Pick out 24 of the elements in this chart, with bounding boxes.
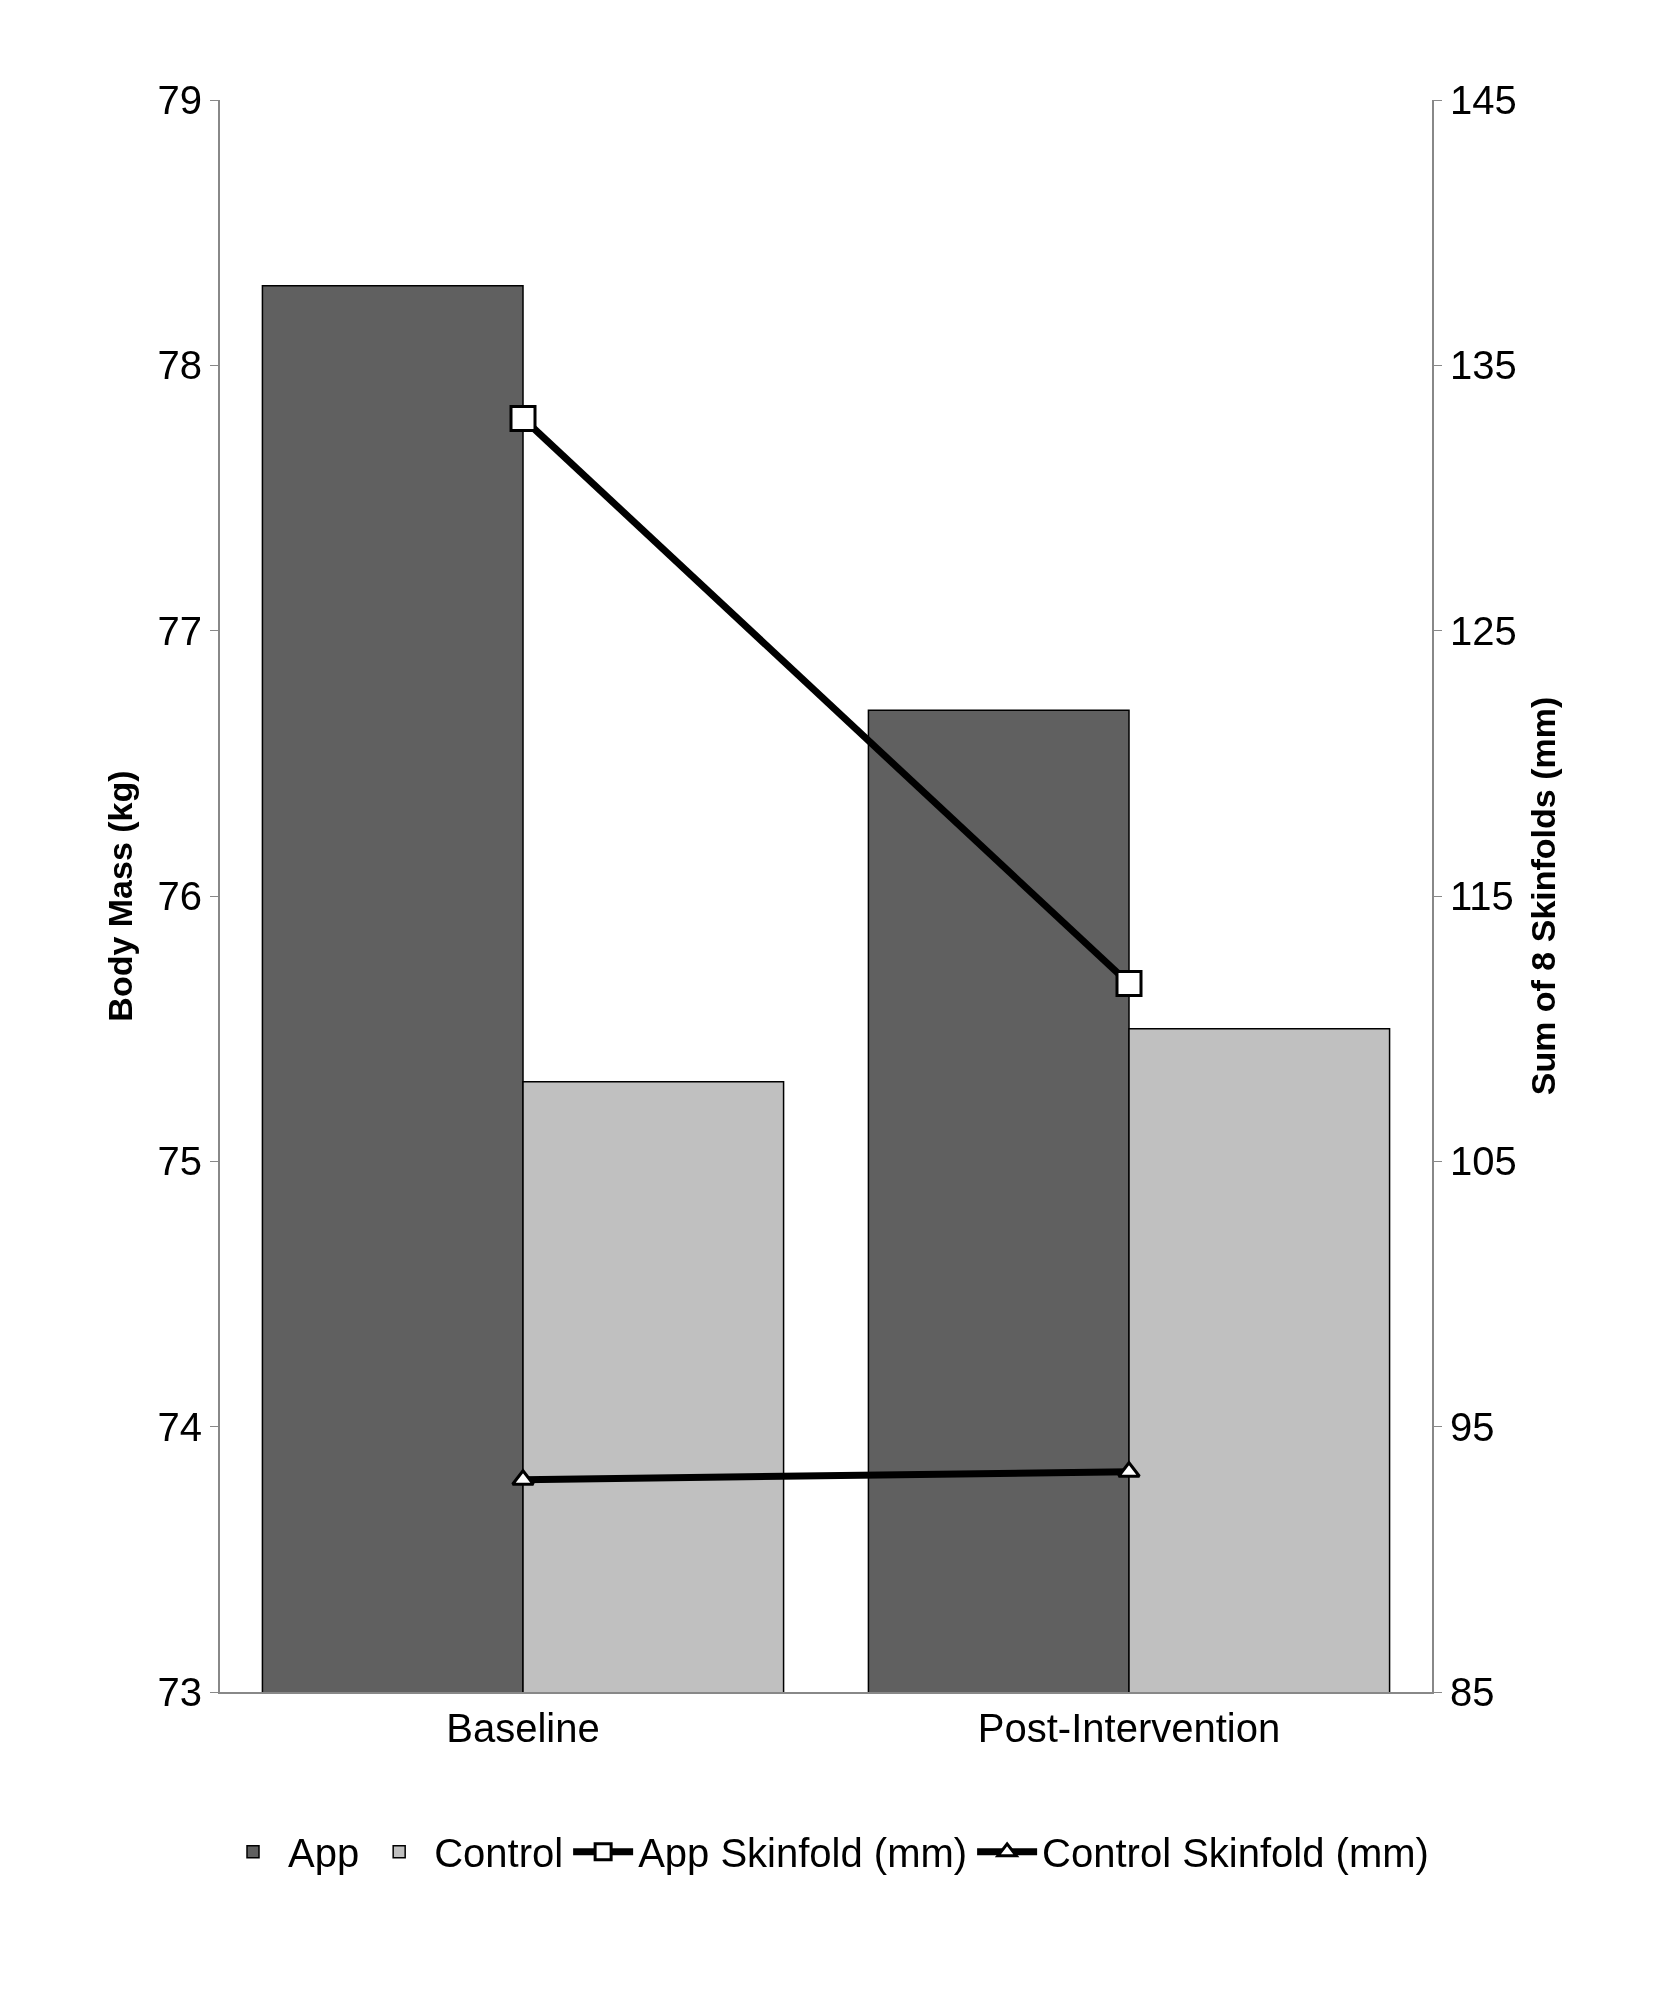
x-tick-label: Post-Intervention [977,1706,1281,1750]
y-tick-label: 77 [157,608,202,653]
y2-tick-label: 85 [1450,1670,1495,1714]
x-tick-label: Baseline [446,1706,600,1750]
y2-tick-label: 95 [1450,1404,1495,1449]
y2-axis-title: Sum of 8 Skinfolds (mm) [1523,696,1562,1096]
y2-tick-label: 105 [1450,1139,1517,1184]
y-tick-label: 76 [157,874,202,918]
y-tick-label: 75 [157,1139,202,1184]
legend-label: Control Skinfold (mm) [1042,1831,1429,1876]
y2-tick-label: 145 [1450,78,1517,122]
y-tick-label: 73 [157,1670,202,1714]
legend-label: App [288,1831,360,1876]
y2-tick-label: 135 [1450,343,1517,388]
point [1115,970,1143,998]
legend-label: App Skinfold (mm) [638,1831,968,1876]
y-tick-label: 78 [157,343,202,388]
y2-tick-label: 125 [1450,608,1517,653]
y-tick-label: 74 [157,1404,202,1449]
point [509,404,537,432]
y-axis-title: Body Mass (kg) [100,770,139,1022]
y2-tick-label: 115 [1450,874,1514,918]
y-tick-label: 79 [157,78,202,122]
legend-label: Control [434,1831,564,1876]
